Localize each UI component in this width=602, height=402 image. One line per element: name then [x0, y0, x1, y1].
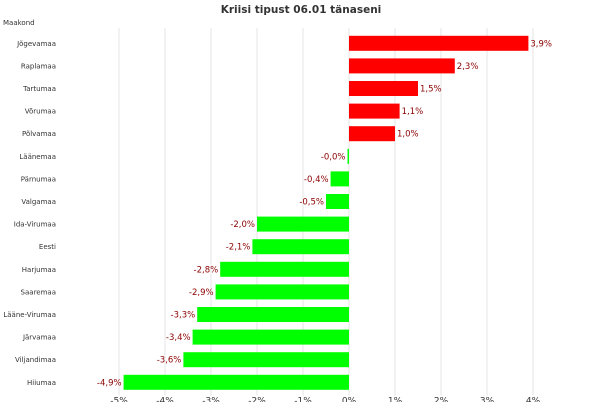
- bar: [349, 81, 418, 96]
- data-label: -0,4%: [304, 175, 329, 185]
- x-tick-label: -2%: [248, 397, 266, 402]
- bar: [215, 284, 349, 300]
- data-label: -2,9%: [189, 288, 214, 298]
- dimension-label: Maakond: [3, 19, 35, 27]
- category-label: Valgamaa: [21, 198, 56, 206]
- data-label: 3,9%: [530, 39, 552, 49]
- category-label: Tartumaa: [22, 85, 56, 93]
- category-label: Raplamaa: [21, 62, 56, 70]
- bar: [183, 352, 349, 368]
- bar: [192, 329, 349, 345]
- chart-title: Kriisi tipust 06.01 tänaseni: [221, 4, 382, 16]
- data-label: -4,9%: [97, 378, 122, 388]
- bar: [197, 307, 349, 322]
- data-label: -2,1%: [226, 243, 251, 253]
- bar: [257, 216, 349, 232]
- x-tick-label: 2%: [434, 397, 449, 402]
- category-label: Eesti: [39, 243, 56, 251]
- x-tick-label: -4%: [156, 397, 174, 402]
- data-label: -0,5%: [299, 198, 324, 208]
- data-label: -3,6%: [157, 356, 182, 366]
- category-label: Võrumaa: [25, 108, 56, 116]
- data-label: 1,1%: [402, 107, 424, 117]
- category-label: Lääne-Virumaa: [3, 311, 56, 319]
- bar: [349, 35, 529, 51]
- bar: [252, 239, 349, 255]
- category-label: Saaremaa: [21, 288, 56, 296]
- bars: [123, 35, 529, 390]
- x-tick-label: -3%: [202, 397, 220, 402]
- data-label: -3,4%: [166, 333, 191, 343]
- x-tick-label: 4%: [526, 397, 541, 402]
- category-label: Jõgevamaa: [16, 40, 56, 48]
- bar: [220, 261, 349, 277]
- data-label: -2,8%: [194, 265, 219, 275]
- data-label: -3,3%: [171, 311, 196, 321]
- category-label: Viljandimaa: [15, 356, 56, 364]
- category-label: Pärnumaa: [21, 175, 56, 183]
- category-label: Hiiumaa: [27, 379, 56, 387]
- bar: [349, 126, 395, 142]
- category-labels: Jõgevamaa Raplamaa Tartumaa Võrumaa Põlvamaa…: [3, 40, 56, 387]
- category-label: Järvamaa: [22, 334, 56, 342]
- bar: [349, 103, 400, 119]
- bar: [123, 374, 349, 390]
- x-tick-label: -1%: [294, 397, 312, 402]
- bar: [326, 194, 349, 209]
- bar: [349, 58, 455, 74]
- data-label: -0,0%: [321, 152, 346, 162]
- bar: [347, 148, 349, 164]
- x-tick-label: -5%: [110, 397, 128, 402]
- x-axis-ticks: -5% -4% -3% -2% -1% 0% 1% 2% 3% 4%: [110, 397, 540, 402]
- data-label: 1,0%: [397, 130, 419, 140]
- bar: [330, 171, 349, 187]
- x-tick-label: 0%: [342, 397, 357, 402]
- category-label: Põlvamaa: [22, 130, 56, 138]
- x-tick-label: 1%: [388, 397, 403, 402]
- category-label: Läänemaa: [19, 153, 56, 161]
- category-label: Harjumaa: [22, 266, 56, 274]
- data-label: -2,0%: [230, 220, 255, 230]
- data-label: 2,3%: [457, 62, 479, 72]
- data-label: 1,5%: [420, 85, 442, 95]
- data-labels: 3,9% 2,3% 1,5% 1,1% 1,0% -0,0% -0,4% -0,5% -2,0%…: [97, 39, 552, 388]
- x-tick-label: 3%: [480, 397, 495, 402]
- category-label: Ida-Virumaa: [14, 221, 56, 229]
